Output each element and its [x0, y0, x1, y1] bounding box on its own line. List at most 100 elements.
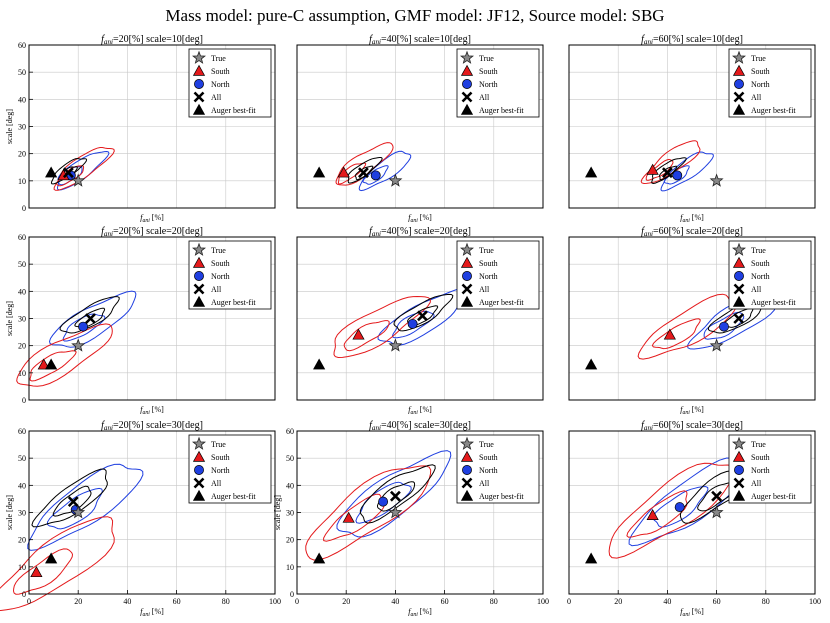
legend-label-all: All	[479, 479, 490, 488]
legend-label-all: All	[211, 93, 222, 102]
x-tick-label: 0	[567, 597, 571, 606]
x-tick-label: 80	[762, 597, 770, 606]
all-contour-outer	[393, 293, 454, 332]
all-contour-outer	[31, 468, 108, 528]
legend-auger-marker	[460, 295, 474, 307]
south-marker	[30, 566, 43, 578]
legend-label-north: North	[751, 272, 770, 281]
legend-all-marker	[461, 477, 473, 489]
all-marker	[358, 167, 369, 179]
south-contour-inner	[29, 350, 77, 382]
true-marker	[71, 173, 86, 187]
legend-label-true: True	[211, 440, 226, 449]
y-tick-label: 10	[18, 369, 26, 378]
y-tick-label: 40	[18, 287, 26, 296]
figure-title: Mass model: pure-C assumption, GMF model…	[165, 6, 665, 25]
true-marker	[709, 338, 724, 352]
all-marker	[62, 167, 74, 179]
x-tick-label: 20	[74, 597, 82, 606]
legend-all-marker	[193, 91, 205, 103]
all-contour-inner	[354, 165, 374, 181]
north-contour-inner	[47, 487, 103, 530]
legend-label-true: True	[479, 440, 494, 449]
south-contour-outer	[305, 465, 432, 561]
legend-south-marker	[732, 450, 746, 462]
legend-label-all: All	[479, 93, 490, 102]
legend-north-marker	[194, 271, 204, 281]
x-tick-label: 60	[713, 597, 721, 606]
all-marker	[417, 310, 428, 322]
true-marker	[388, 338, 403, 352]
legend-south-marker	[732, 64, 746, 76]
legend-label-all: All	[751, 93, 762, 102]
legend-label-north: North	[479, 80, 498, 89]
panel-title: fani=40[%] scale=30[deg]	[369, 420, 471, 432]
y-tick-label: 50	[18, 260, 26, 269]
x-tick-label: 60	[173, 597, 181, 606]
north-marker	[672, 170, 683, 181]
y-tick-label: 60	[18, 233, 26, 242]
north-marker	[674, 502, 685, 513]
all-marker	[661, 167, 673, 179]
legend-true-marker	[732, 436, 746, 450]
legend-true-marker	[460, 242, 474, 256]
legend-north-marker	[462, 465, 472, 475]
legend-label-south: South	[479, 259, 498, 268]
y-axis-label: scale [deg]	[5, 109, 14, 144]
auger-marker	[313, 166, 326, 178]
auger-marker	[45, 166, 58, 178]
y-tick-label: 20	[18, 150, 26, 159]
all-contour-inner	[74, 307, 106, 328]
legend-label-auger: Auger best-fit	[751, 298, 796, 307]
all-contour-outer	[359, 464, 436, 524]
all-contour-inner	[52, 485, 92, 517]
true-marker	[709, 173, 724, 187]
x-axis-label: fani [%]	[680, 607, 704, 618]
legend-south-marker	[192, 64, 206, 76]
legend-auger-marker	[460, 489, 474, 501]
x-tick-label: 40	[391, 597, 399, 606]
x-axis-label: fani [%]	[140, 213, 164, 224]
y-tick-label: 0	[290, 590, 294, 599]
north-marker	[378, 496, 389, 507]
legend-true-marker	[732, 242, 746, 256]
legend-all-marker	[461, 283, 473, 295]
legend-label-south: South	[211, 453, 230, 462]
south-marker	[646, 163, 659, 175]
south-marker	[663, 328, 676, 340]
x-axis-label: fani [%]	[408, 607, 432, 618]
south-contour-outer	[640, 140, 701, 185]
all-contour-inner	[376, 481, 416, 512]
plot-frame	[568, 44, 816, 209]
y-tick-label: 40	[18, 481, 26, 490]
auger-marker	[45, 552, 58, 564]
north-contour-outer	[48, 290, 137, 348]
panel-title: fani=60[%] scale=10[deg]	[641, 34, 743, 46]
south-contour-inner	[343, 320, 390, 352]
plot-frame	[296, 236, 544, 401]
legend-label-north: North	[211, 466, 230, 475]
y-tick-label: 30	[18, 509, 26, 518]
legend-all-marker	[193, 477, 205, 489]
panel-title: fani=60[%] scale=20[deg]	[641, 226, 743, 238]
south-marker	[342, 511, 355, 523]
y-axis-label: scale [deg]	[5, 495, 14, 530]
legend-true-marker	[192, 436, 206, 450]
north-contour-outer	[27, 463, 144, 551]
plot-frame	[568, 236, 816, 401]
legend-label-south: South	[751, 453, 770, 462]
x-tick-label: 80	[490, 597, 498, 606]
legend-label-north: North	[479, 272, 498, 281]
legend-south-marker	[460, 256, 474, 268]
north-marker	[407, 318, 418, 329]
legend-label-true: True	[479, 246, 494, 255]
legend-south-marker	[732, 256, 746, 268]
south-contour-inner	[651, 318, 701, 350]
legend-auger-marker	[732, 103, 746, 115]
south-contour-inner	[645, 158, 674, 181]
legend-south-marker	[460, 450, 474, 462]
all-marker	[67, 496, 79, 508]
north-contour-outer	[56, 150, 110, 191]
panel-title: fani=20[%] scale=10[deg]	[101, 34, 203, 46]
x-axis-label: fani [%]	[408, 213, 432, 224]
